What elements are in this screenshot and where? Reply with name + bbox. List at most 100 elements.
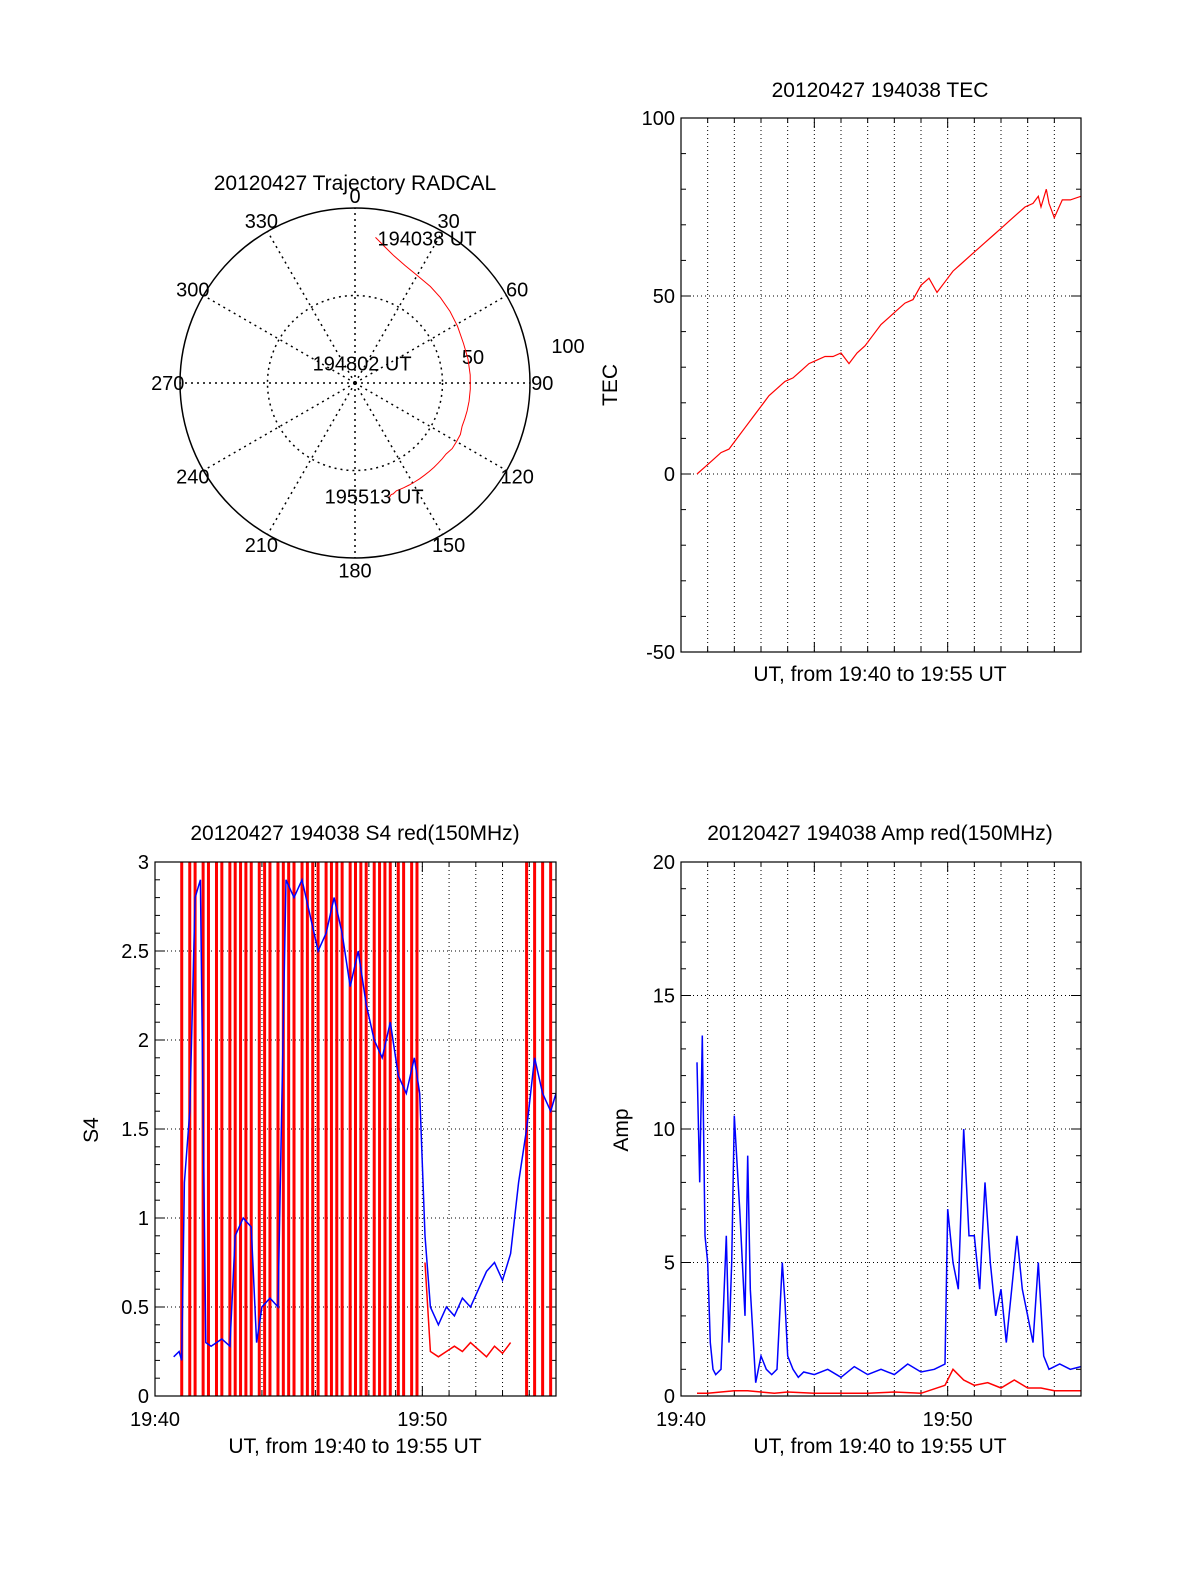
s4-spike [193, 862, 197, 1396]
s4-ytick-label: 1.5 [121, 1119, 149, 1141]
tec-axes-frame [680, 117, 1082, 653]
s4-spike [239, 862, 243, 1396]
s4-spike [329, 862, 333, 1396]
amp-ylabel: Amp [610, 1108, 633, 1151]
s4-spike [311, 862, 315, 1396]
s4-panel: 20120427 194038 S4 red(150MHz) UT, from … [80, 822, 557, 1458]
tec-title: 20120427 194038 TEC [772, 79, 989, 102]
polar-spoke [266, 382, 356, 535]
s4-xtick-label: 19:40 [130, 1409, 180, 1431]
s4-spike [415, 862, 419, 1396]
polar-spoke [354, 231, 444, 384]
s4-spike [354, 862, 357, 1396]
s4-series-line [173, 877, 556, 1361]
s4-spike [316, 862, 320, 1396]
polar-angle-label: 90 [531, 373, 553, 395]
s4-spike [180, 862, 184, 1396]
s4-spike [244, 862, 248, 1396]
polar-spoke [354, 382, 507, 472]
amp-axes-frame [680, 861, 1082, 1397]
s4-spike [206, 862, 210, 1396]
s4-spike [340, 862, 344, 1396]
polar-radial-label: 50 [462, 347, 484, 369]
amp-ytick-label: 0 [664, 1386, 675, 1408]
polar-angle-label: 60 [506, 279, 528, 301]
s4-ytick-label: 2 [138, 1030, 149, 1052]
trajectory-path [375, 237, 471, 498]
s4-spike [402, 862, 406, 1396]
amp-series-line [697, 1368, 1081, 1395]
polar-spoke [203, 382, 356, 472]
s4-ylabel: S4 [80, 1117, 103, 1143]
s4-xlabel: UT, from 19:40 to 19:55 UT [228, 1435, 481, 1458]
trajectory-panel: 20120427 Trajectory RADCAL 0 30 60 90 120 150… [151, 172, 585, 582]
tec-xlabel: UT, from 19:40 to 19:55 UT [753, 663, 1006, 686]
s4-ytick-label: 0 [138, 1386, 149, 1408]
s4-ytick-label: 3 [138, 852, 149, 874]
s4-spike [364, 862, 368, 1396]
amp-panel: 20120427 194038 Amp red(150MHz) UT, from… [610, 822, 1082, 1458]
amp-ytick-label: 10 [653, 1119, 675, 1141]
tec-ytick-label: -50 [646, 642, 675, 664]
polar-angle-label: 210 [245, 535, 278, 557]
s4-spike [220, 862, 224, 1396]
polar-angle-label: 240 [176, 467, 209, 489]
s4-spike [214, 862, 218, 1396]
polar-angle-label: 120 [500, 467, 533, 489]
s4-spike [249, 862, 253, 1396]
amp-series-line [696, 1035, 1081, 1383]
trajectory-title: 20120427 Trajectory RADCAL [214, 172, 497, 195]
s4-spike [388, 862, 392, 1396]
polar-angle-label: 30 [438, 211, 460, 233]
polar-spoke [266, 231, 356, 384]
tec-panel: 20120427 194038 TEC UT, from 19:40 to 19… [599, 79, 1082, 686]
trajectory-time-label: 194802 UT [313, 353, 412, 375]
s4-ytick-label: 2.5 [121, 941, 149, 963]
s4-spike [228, 862, 232, 1396]
s4-spike [533, 862, 537, 1396]
s4-spike [276, 862, 280, 1396]
s4-spike [372, 862, 376, 1396]
s4-spike [300, 862, 304, 1396]
s4-spike [541, 862, 545, 1396]
s4-spike [324, 862, 328, 1396]
s4-spike [188, 862, 192, 1396]
trajectory-time-label: 194038 UT [377, 228, 476, 250]
polar-angle-label: 330 [245, 211, 278, 233]
trajectory-time-label: 195513 UT [325, 487, 424, 509]
s4-axes-frame [154, 861, 557, 1397]
tec-ytick-label: 50 [653, 286, 675, 308]
s4-xtick-label: 19:50 [397, 1409, 447, 1431]
s4-spike [410, 862, 414, 1396]
s4-spike [292, 862, 296, 1396]
s4-spike [305, 862, 309, 1396]
polar-spoke [354, 382, 444, 535]
polar-radial-label: 100 [551, 336, 584, 358]
polar-spoke [354, 294, 507, 384]
s4-spike [281, 862, 285, 1396]
amp-xlabel: UT, from 19:40 to 19:55 UT [753, 1435, 1006, 1458]
s4-spike [549, 862, 553, 1396]
amp-xtick-label: 19:50 [923, 1409, 973, 1431]
s4-spike [396, 862, 400, 1396]
polar-angle-label: 270 [151, 373, 184, 395]
s4-ytick-label: 0.5 [121, 1297, 149, 1319]
s4-spike [287, 862, 291, 1396]
amp-title: 20120427 194038 Amp red(150MHz) [707, 822, 1053, 845]
polar-ring-50 [266, 294, 444, 472]
amp-ytick-label: 20 [653, 852, 675, 874]
s4-spike [383, 862, 387, 1396]
s4-series-line [424, 1262, 512, 1358]
polar-spoke [203, 294, 356, 384]
tec-ylabel: TEC [599, 364, 622, 406]
tec-ytick-label: 0 [664, 464, 675, 486]
amp-xtick-label: 19:40 [656, 1409, 706, 1431]
s4-spike [257, 862, 261, 1396]
tec-ytick-label: 100 [642, 108, 675, 130]
polar-angle-label: 300 [176, 279, 209, 301]
s4-ytick-label: 1 [138, 1208, 149, 1230]
s4-spike [335, 862, 339, 1396]
s4-spike [348, 862, 352, 1396]
s4-spike [263, 862, 267, 1396]
